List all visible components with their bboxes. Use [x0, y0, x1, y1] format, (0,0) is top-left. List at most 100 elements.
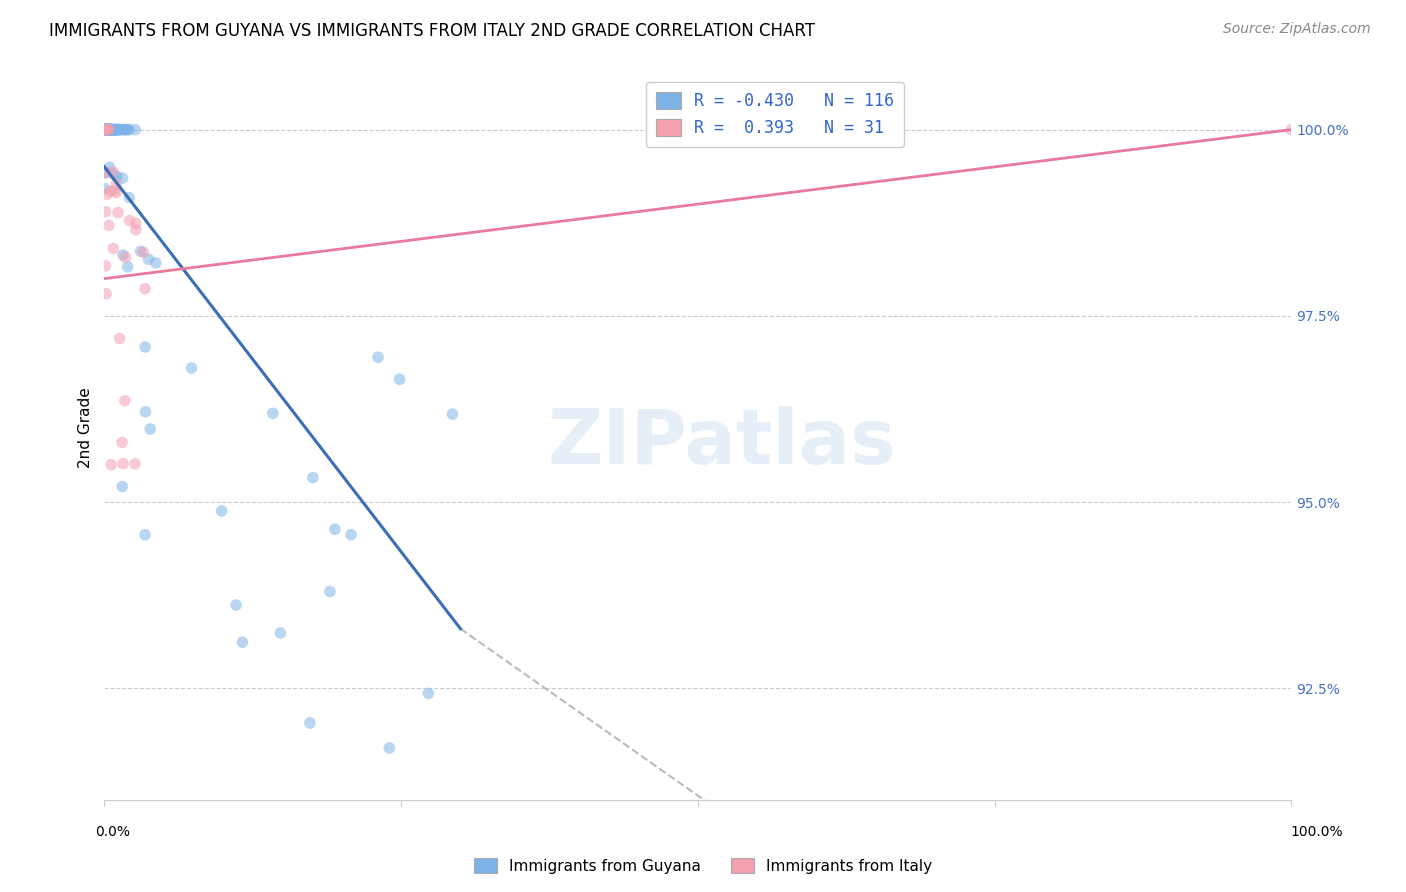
Point	[100, 122, 122, 136]
Point	[96, 122, 118, 136]
Point	[132, 245, 155, 260]
Point	[98, 122, 121, 136]
Point	[225, 598, 247, 612]
Point	[96, 122, 118, 136]
Point	[96, 122, 118, 136]
Point	[94, 122, 117, 136]
Point	[1279, 122, 1302, 136]
Point	[94, 182, 117, 196]
Point	[367, 350, 389, 364]
Point	[112, 122, 135, 136]
Point	[94, 122, 117, 136]
Point	[94, 122, 117, 136]
Point	[118, 190, 141, 204]
Y-axis label: 2nd Grade: 2nd Grade	[79, 387, 93, 468]
Point	[145, 256, 167, 270]
Point	[94, 122, 117, 136]
Point	[98, 122, 121, 136]
Point	[105, 122, 128, 136]
Point	[103, 122, 125, 136]
Point	[94, 166, 117, 180]
Point	[94, 122, 117, 136]
Text: 0.0%: 0.0%	[96, 825, 131, 839]
Point	[96, 122, 118, 136]
Point	[105, 122, 128, 136]
Point	[101, 122, 124, 136]
Point	[94, 122, 117, 136]
Point	[125, 223, 148, 237]
Point	[97, 122, 120, 136]
Point	[111, 479, 134, 493]
Legend: Immigrants from Guyana, Immigrants from Italy: Immigrants from Guyana, Immigrants from …	[467, 852, 939, 880]
Point	[103, 242, 125, 256]
Point	[94, 122, 117, 136]
Point	[96, 122, 118, 136]
Point	[114, 122, 136, 136]
Point	[94, 122, 117, 136]
Point	[97, 122, 120, 136]
Point	[180, 361, 202, 376]
Point	[388, 372, 411, 386]
Point	[125, 216, 148, 230]
Point	[96, 187, 118, 202]
Point	[101, 122, 124, 136]
Point	[94, 122, 117, 136]
Point	[231, 635, 253, 649]
Point	[94, 122, 117, 136]
Point	[104, 122, 127, 136]
Point	[105, 169, 128, 183]
Point	[124, 122, 146, 136]
Point	[104, 122, 127, 136]
Point	[94, 122, 117, 136]
Point	[94, 122, 117, 136]
Point	[94, 204, 117, 219]
Point	[98, 122, 121, 136]
Point	[110, 122, 132, 136]
Point	[104, 122, 127, 136]
Point	[107, 122, 129, 136]
Point	[298, 716, 321, 731]
Point	[94, 259, 117, 273]
Text: 100.0%: 100.0%	[1291, 825, 1343, 839]
Point	[108, 331, 131, 345]
Point	[134, 527, 156, 541]
Point	[104, 122, 127, 136]
Point	[97, 122, 120, 136]
Point	[98, 122, 121, 136]
Point	[418, 686, 440, 700]
Point	[118, 213, 141, 227]
Point	[211, 504, 233, 518]
Point	[96, 122, 118, 136]
Point	[97, 219, 120, 233]
Point	[134, 340, 156, 354]
Point	[94, 122, 117, 136]
Point	[111, 435, 134, 450]
Point	[94, 122, 117, 136]
Point	[105, 186, 128, 200]
Point	[111, 248, 134, 262]
Point	[117, 122, 139, 136]
Point	[262, 406, 284, 420]
Point	[114, 122, 136, 136]
Point	[139, 422, 162, 436]
Point	[94, 122, 117, 136]
Point	[94, 122, 117, 136]
Point	[103, 184, 125, 198]
Point	[378, 740, 401, 755]
Point	[111, 171, 134, 186]
Text: Source: ZipAtlas.com: Source: ZipAtlas.com	[1223, 22, 1371, 37]
Point	[96, 122, 118, 136]
Point	[105, 122, 128, 136]
Point	[94, 122, 117, 136]
Point	[97, 122, 120, 136]
Point	[101, 167, 124, 181]
Point	[100, 122, 122, 136]
Point	[340, 527, 363, 541]
Point	[101, 122, 124, 136]
Point	[129, 244, 152, 259]
Point	[100, 458, 122, 472]
Point	[97, 122, 120, 136]
Point	[96, 122, 118, 136]
Point	[100, 122, 122, 136]
Legend: R = -0.430   N = 116, R =  0.393   N = 31: R = -0.430 N = 116, R = 0.393 N = 31	[645, 82, 904, 147]
